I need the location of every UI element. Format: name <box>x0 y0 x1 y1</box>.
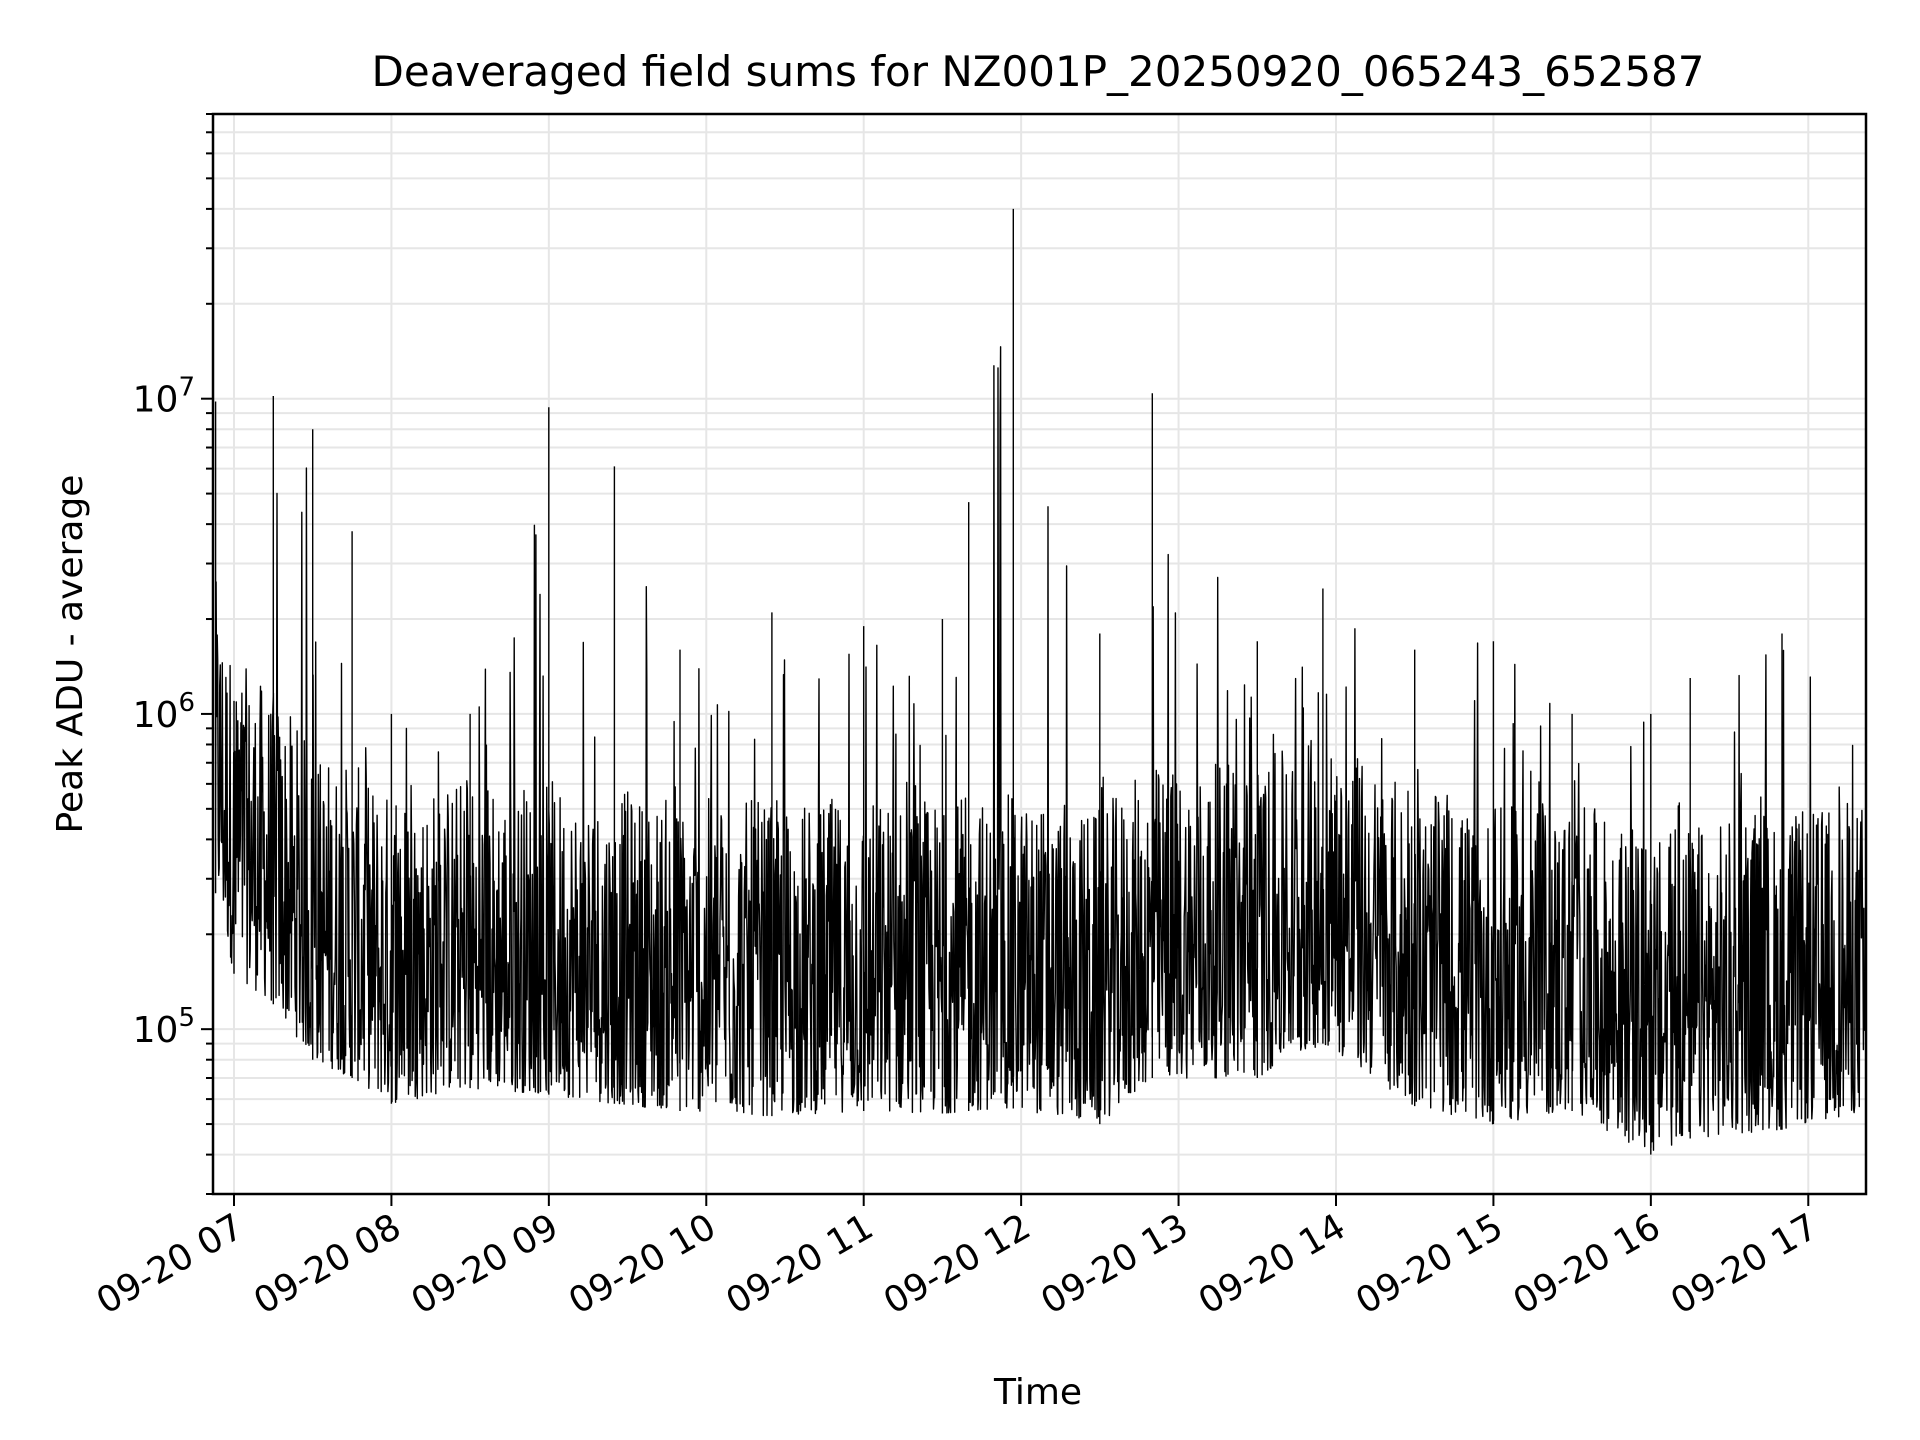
x-tick-label: 09-20 15 <box>1349 1206 1510 1322</box>
x-tick-label: 09-20 17 <box>1664 1206 1825 1322</box>
x-tick-label: 09-20 14 <box>1192 1206 1353 1322</box>
x-tick-label: 09-20 08 <box>247 1206 408 1322</box>
y-axis: 105 106 107 <box>133 113 213 1195</box>
x-tick-label: 09-20 12 <box>877 1206 1038 1322</box>
chart-title: Deaveraged field sums for NZ001P_2025092… <box>372 47 1705 96</box>
x-tick-label: 09-20 10 <box>562 1206 723 1322</box>
x-tick-label: 09-20 11 <box>720 1206 881 1322</box>
y-tick-label: 107 <box>133 373 195 421</box>
y-tick-label: 105 <box>133 1003 195 1051</box>
series-line <box>214 208 1866 1155</box>
x-tick-label: 09-20 16 <box>1507 1206 1668 1322</box>
plot-frame <box>211 112 1868 1196</box>
y-axis-label: Peak ADU - average <box>50 475 91 834</box>
y-tick-label: 106 <box>133 688 195 736</box>
x-tick-label: 09-20 07 <box>90 1206 251 1322</box>
x-tick-label: 09-20 09 <box>405 1206 566 1322</box>
x-tick-label: 09-20 13 <box>1034 1206 1195 1322</box>
x-axis-label: Time <box>993 1372 1082 1413</box>
series-group <box>214 208 1866 1155</box>
